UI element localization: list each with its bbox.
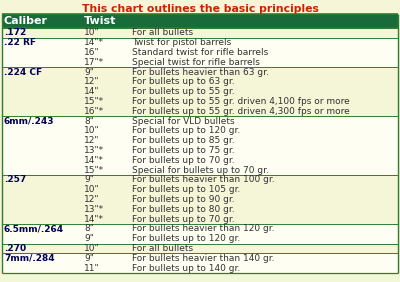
Text: For bullets up to 105 gr.: For bullets up to 105 gr.: [132, 185, 240, 194]
Text: 10": 10": [84, 185, 100, 194]
Text: 9": 9": [84, 175, 94, 184]
Bar: [2, 28, 398, 38]
Text: 6.5mm/.264: 6.5mm/.264: [4, 224, 64, 233]
Text: For bullets up to 140 gr.: For bullets up to 140 gr.: [132, 264, 240, 273]
Text: For bullets up to 120 gr.: For bullets up to 120 gr.: [132, 126, 240, 135]
Text: 7mm/.284: 7mm/.284: [4, 254, 55, 263]
Text: 8": 8": [84, 224, 94, 233]
Text: 10": 10": [84, 126, 100, 135]
Text: Twist for pistol barrels: Twist for pistol barrels: [132, 38, 231, 47]
Bar: [2, 224, 398, 234]
Text: For bullets up to 55 gr.: For bullets up to 55 gr.: [132, 87, 235, 96]
Text: 16": 16": [84, 48, 100, 57]
Bar: [2, 234, 398, 244]
Bar: [2, 48, 398, 58]
Text: 10": 10": [84, 244, 100, 253]
Bar: [2, 244, 398, 254]
Bar: [2, 175, 398, 185]
Text: For bullets up to 70 gr.: For bullets up to 70 gr.: [132, 156, 235, 165]
Text: 14"*: 14"*: [84, 156, 104, 165]
Text: 10": 10": [84, 28, 100, 38]
Text: For bullets up to 55 gr. driven 4,300 fps or more: For bullets up to 55 gr. driven 4,300 fp…: [132, 107, 350, 116]
Text: For bullets up to 120 gr.: For bullets up to 120 gr.: [132, 234, 240, 243]
Text: Twist: Twist: [84, 16, 116, 26]
Text: 6mm/.243: 6mm/.243: [4, 116, 54, 125]
Bar: [2, 67, 398, 77]
Text: 8": 8": [84, 116, 94, 125]
Text: .172: .172: [4, 28, 26, 38]
Text: 15"*: 15"*: [84, 97, 104, 106]
Text: 12": 12": [84, 136, 100, 145]
Text: 16"*: 16"*: [84, 107, 104, 116]
Text: For bullets heavier than 120 gr.: For bullets heavier than 120 gr.: [132, 224, 274, 233]
Text: 14"*: 14"*: [84, 215, 104, 224]
Text: .224 CF: .224 CF: [4, 68, 42, 77]
Text: .22 RF: .22 RF: [4, 38, 36, 47]
Bar: [2, 14, 398, 28]
Text: 14": 14": [84, 87, 100, 96]
Text: 9": 9": [84, 234, 94, 243]
Bar: [2, 97, 398, 106]
Text: 13"*: 13"*: [84, 146, 104, 155]
Text: 17"*: 17"*: [84, 58, 104, 67]
Bar: [2, 155, 398, 165]
Bar: [2, 204, 398, 214]
Text: 12": 12": [84, 195, 100, 204]
Text: For bullets up to 80 gr.: For bullets up to 80 gr.: [132, 205, 235, 214]
Text: For bullets up to 90 gr.: For bullets up to 90 gr.: [132, 195, 235, 204]
Bar: [2, 263, 398, 273]
Bar: [2, 87, 398, 97]
Bar: [2, 146, 398, 155]
Text: For bullets up to 75 gr.: For bullets up to 75 gr.: [132, 146, 235, 155]
Text: For all bullets: For all bullets: [132, 28, 193, 38]
Bar: [2, 116, 398, 126]
Text: 9": 9": [84, 68, 94, 77]
Text: Standard twist for rifle barrels: Standard twist for rifle barrels: [132, 48, 268, 57]
Text: Special twist for rifle barrels: Special twist for rifle barrels: [132, 58, 260, 67]
Text: 9": 9": [84, 254, 94, 263]
Text: For bullets heavier than 100 gr.: For bullets heavier than 100 gr.: [132, 175, 275, 184]
Text: For bullets up to 55 gr. driven 4,100 fps or more: For bullets up to 55 gr. driven 4,100 fp…: [132, 97, 350, 106]
Bar: [2, 106, 398, 116]
Bar: [2, 185, 398, 195]
Text: 15"*: 15"*: [84, 166, 104, 175]
Text: 14"*: 14"*: [84, 38, 104, 47]
Bar: [2, 58, 398, 67]
Text: 12": 12": [84, 77, 100, 86]
Text: For all bullets: For all bullets: [132, 244, 193, 253]
Text: For bullets up to 70 gr.: For bullets up to 70 gr.: [132, 215, 235, 224]
Bar: [2, 136, 398, 146]
Text: For bullets heavier than 140 gr.: For bullets heavier than 140 gr.: [132, 254, 274, 263]
Text: Special for VLD bullets: Special for VLD bullets: [132, 116, 235, 125]
Bar: [2, 254, 398, 263]
Text: .257: .257: [4, 175, 26, 184]
Bar: [2, 38, 398, 48]
Text: Special for bullets up to 70 gr.: Special for bullets up to 70 gr.: [132, 166, 269, 175]
Bar: [2, 126, 398, 136]
Text: 13"*: 13"*: [84, 205, 104, 214]
Bar: [2, 165, 398, 175]
Bar: [2, 195, 398, 204]
Text: For bullets heavier than 63 gr.: For bullets heavier than 63 gr.: [132, 68, 269, 77]
Text: Caliber: Caliber: [4, 16, 48, 26]
Text: For bullets up to 63 gr.: For bullets up to 63 gr.: [132, 77, 235, 86]
Text: This chart outlines the basic principles: This chart outlines the basic principles: [82, 4, 318, 14]
Text: .270: .270: [4, 244, 26, 253]
Text: For bullets up to 85 gr.: For bullets up to 85 gr.: [132, 136, 235, 145]
Bar: [2, 77, 398, 87]
Text: 11": 11": [84, 264, 100, 273]
Bar: [2, 214, 398, 224]
